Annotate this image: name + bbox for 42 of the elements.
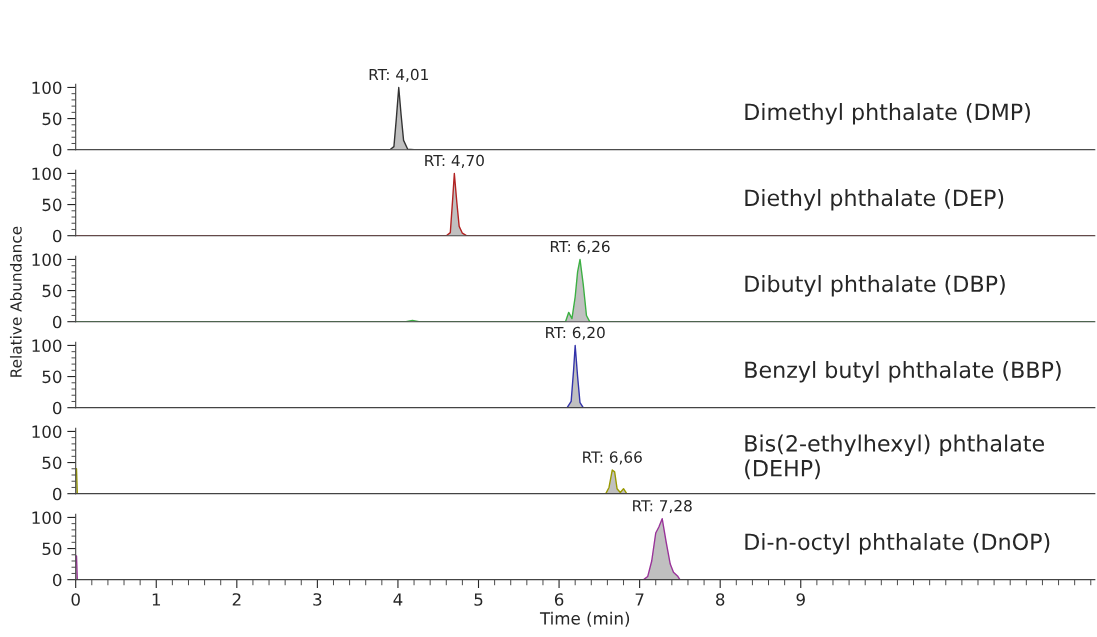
y-tick-label: 50	[42, 198, 62, 212]
annotation: Benzyl butyl phthalate (BBP)	[745, 360, 1061, 383]
y-tick-label: 100	[32, 81, 62, 95]
y-tick-label: 100	[32, 339, 62, 353]
y-tick-label: 0	[52, 573, 62, 587]
y-tick-label: 50	[42, 456, 62, 470]
x-tick-label: 0	[71, 593, 80, 606]
y-tick-label: 0	[52, 315, 62, 329]
y-tick-label: 0	[52, 487, 62, 501]
annotation: RT: 4,70	[425, 154, 484, 168]
annotation: Bis(2-ethylhexyl) phthalate (DEHP)	[745, 434, 1045, 480]
annotation: Dibutyl phthalate (DBP)	[745, 274, 1005, 297]
x-tick-label: 2	[232, 593, 241, 606]
x-axis-title: Time (min)	[539, 611, 630, 627]
y-tick-label: 100	[32, 425, 62, 438]
annotation: RT: 6,26	[550, 240, 610, 254]
y-tick-label: 50	[42, 370, 62, 384]
annotation: RT: 6,66	[583, 451, 642, 465]
x-tick-label: 5	[474, 593, 483, 606]
annotation: RT: 4,01	[369, 68, 428, 82]
x-tick-label: 7	[635, 593, 644, 606]
annotation: Di-n-octyl phthalate (DnOP)	[745, 532, 1050, 555]
x-tick-label: 4	[393, 593, 403, 606]
x-tick-label: 3	[313, 593, 322, 606]
x-tick-label: 6	[554, 593, 564, 606]
y-tick-label: 50	[42, 542, 62, 556]
y-tick-label: 100	[32, 511, 62, 524]
y-tick-label: 0	[52, 143, 62, 157]
y-axis-title: Relative Abundance	[9, 226, 22, 377]
annotation: RT: 6,20	[546, 326, 605, 340]
x-tick-label: 8	[716, 593, 725, 606]
x-tick-label: 1	[152, 593, 161, 606]
y-tick-label: 0	[52, 401, 62, 415]
y-tick-label: 100	[32, 253, 62, 267]
y-tick-label: 100	[32, 167, 62, 181]
annotation: Diethyl phthalate (DEP)	[745, 188, 1004, 211]
y-tick-label: 50	[42, 112, 62, 126]
y-tick-label: 50	[42, 284, 62, 298]
x-tick-label: 9	[796, 593, 805, 606]
annotation: RT: 7,28	[633, 499, 692, 514]
annotation: Dimethyl phthalate (DMP)	[745, 103, 1030, 125]
y-tick-label: 0	[52, 229, 62, 243]
